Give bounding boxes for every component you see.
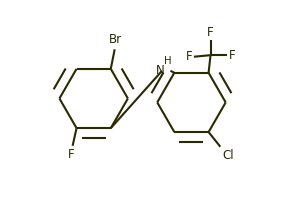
Text: F: F	[68, 148, 75, 161]
Text: Br: Br	[109, 33, 122, 46]
Text: H: H	[164, 56, 172, 66]
Text: Cl: Cl	[222, 149, 233, 162]
Text: F: F	[229, 49, 235, 62]
Text: F: F	[207, 26, 214, 39]
Text: F: F	[186, 50, 192, 63]
Text: N: N	[156, 64, 165, 77]
